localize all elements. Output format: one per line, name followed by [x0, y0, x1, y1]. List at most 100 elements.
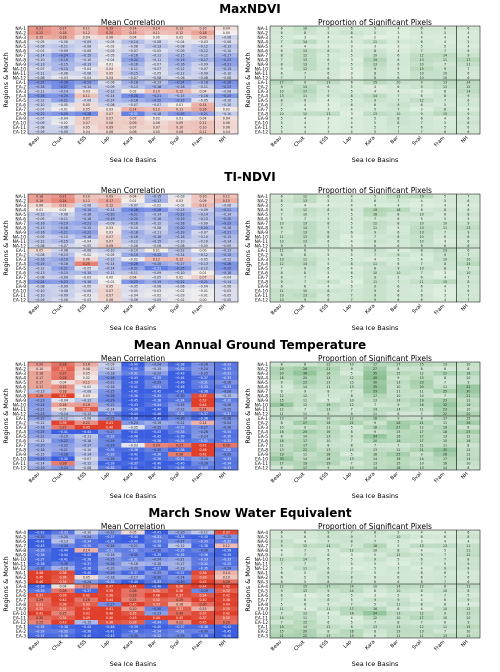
- cell-label: 5: [444, 562, 446, 566]
- cell-label: 6: [444, 621, 446, 625]
- cell-label: 15: [303, 621, 307, 625]
- cell-label: 16: [466, 403, 470, 407]
- heatmap-cell: [144, 284, 169, 289]
- heatmap-cell: [293, 452, 317, 457]
- heatmap-cell: [340, 261, 364, 267]
- cell-label: 14: [420, 457, 424, 461]
- cell-label: −0.02: [175, 289, 185, 293]
- heatmap-cell: [340, 380, 364, 385]
- cell-label: 0.11: [83, 94, 90, 98]
- heatmap-cell: [168, 93, 192, 99]
- heatmap-cell: [144, 194, 169, 199]
- cell-label: −0.05: [81, 244, 91, 248]
- heatmap-cell: [456, 297, 481, 303]
- cell-label: 9: [467, 222, 469, 226]
- cell-label: −0.28: [105, 394, 115, 398]
- cell-label: 33: [373, 390, 377, 394]
- y-tick-label: EA-9: [258, 116, 268, 122]
- heatmap-cell: [386, 384, 411, 390]
- cell-label: −0.30: [58, 562, 68, 566]
- cell-label: −0.22: [175, 408, 185, 412]
- heatmap-cell: [214, 270, 239, 276]
- heatmap-cell: [51, 71, 75, 76]
- cell-label: −0.37: [198, 376, 208, 380]
- heatmap-cell: [363, 243, 387, 249]
- y-tick-label: NA-8: [15, 548, 26, 554]
- cell-label: 9: [351, 435, 353, 439]
- heatmap-cell: [386, 194, 411, 199]
- cell-label: −0.19: [151, 421, 161, 425]
- heatmap-cell: [74, 207, 99, 213]
- heatmap-cell: [51, 534, 75, 540]
- cell-label: 14: [466, 457, 470, 461]
- heatmap-cell: [410, 216, 434, 222]
- heatmap-cell: [363, 624, 387, 630]
- heatmap-cell: [74, 198, 99, 204]
- heatmap-cell: [214, 275, 239, 280]
- cell-label: −0.12: [175, 67, 185, 71]
- cell-label: 0.33: [36, 607, 43, 611]
- heatmap-cell: [121, 362, 145, 367]
- heatmap-cell: [51, 261, 75, 267]
- cell-label: 4: [351, 130, 353, 134]
- cell-label: 6: [467, 240, 469, 244]
- y-tick-label: NA-2: [257, 575, 268, 581]
- heatmap-cell: [433, 30, 457, 36]
- cell-label: −0.16: [81, 439, 91, 443]
- heatmap-cell: [340, 579, 364, 585]
- heatmap-cell: [410, 434, 434, 439]
- y-tick-label: EA-1: [16, 248, 26, 254]
- heatmap-cell: [191, 530, 215, 535]
- heatmap-cell: [456, 248, 481, 253]
- cell-label: −0.04: [58, 117, 68, 121]
- heatmap-cell: [386, 624, 411, 630]
- cell-label: −0.05: [128, 426, 138, 430]
- cell-label: 0.25: [83, 262, 90, 266]
- heatmap-cell: [363, 557, 387, 562]
- cell-label: 8: [467, 535, 469, 539]
- heatmap-cell: [410, 248, 434, 253]
- heatmap-cell: [410, 252, 434, 258]
- cell-label: 0.00: [106, 276, 113, 280]
- cell-label: 8: [304, 253, 306, 257]
- y-tick-label: NA-6: [15, 539, 26, 545]
- cell-label: −0.41: [175, 390, 185, 394]
- heatmap-cell: [363, 602, 387, 607]
- y-axis-label: Regions & Month: [244, 220, 252, 275]
- heatmap-cell: [270, 120, 294, 126]
- heatmap-cell: [121, 425, 145, 430]
- cell-label: 7: [397, 444, 399, 448]
- cell-label: 11: [303, 258, 307, 262]
- heatmap-cell: [28, 530, 52, 535]
- heatmap-cell: [363, 393, 387, 399]
- cell-label: 4: [444, 298, 446, 302]
- heatmap-cell: [340, 539, 364, 544]
- cell-label: 15: [466, 417, 470, 421]
- cell-label: 0.30: [176, 612, 183, 616]
- heatmap-cell: [293, 465, 317, 471]
- heatmap-cell: [433, 234, 457, 240]
- cell-label: 7: [327, 394, 329, 398]
- heatmap-cell: [270, 248, 294, 253]
- heatmap-cell: [340, 35, 364, 40]
- heatmap-cell: [316, 234, 341, 240]
- cell-label: 6: [281, 285, 283, 289]
- heatmap-cell: [316, 570, 341, 576]
- heatmap-cell: [316, 557, 341, 562]
- heatmap-cell: [214, 93, 239, 99]
- heatmap-cell: [121, 366, 145, 372]
- heatmap-cell: [51, 566, 75, 571]
- heatmap-cell: [316, 620, 341, 625]
- cell-label: 0.09: [106, 126, 113, 130]
- cell-label: 7: [467, 103, 469, 107]
- heatmap-cell: [144, 35, 169, 40]
- cell-label: 7: [327, 258, 329, 262]
- cell-label: 9: [397, 417, 399, 421]
- y-tick-label: EA-9: [16, 116, 26, 122]
- heatmap-cell: [270, 611, 294, 616]
- cell-label: 6: [397, 58, 399, 62]
- cell-label: −0.20: [105, 567, 115, 571]
- heatmap-cell: [270, 111, 294, 117]
- heatmap-cell: [363, 297, 387, 303]
- cell-label: −0.15: [81, 54, 91, 58]
